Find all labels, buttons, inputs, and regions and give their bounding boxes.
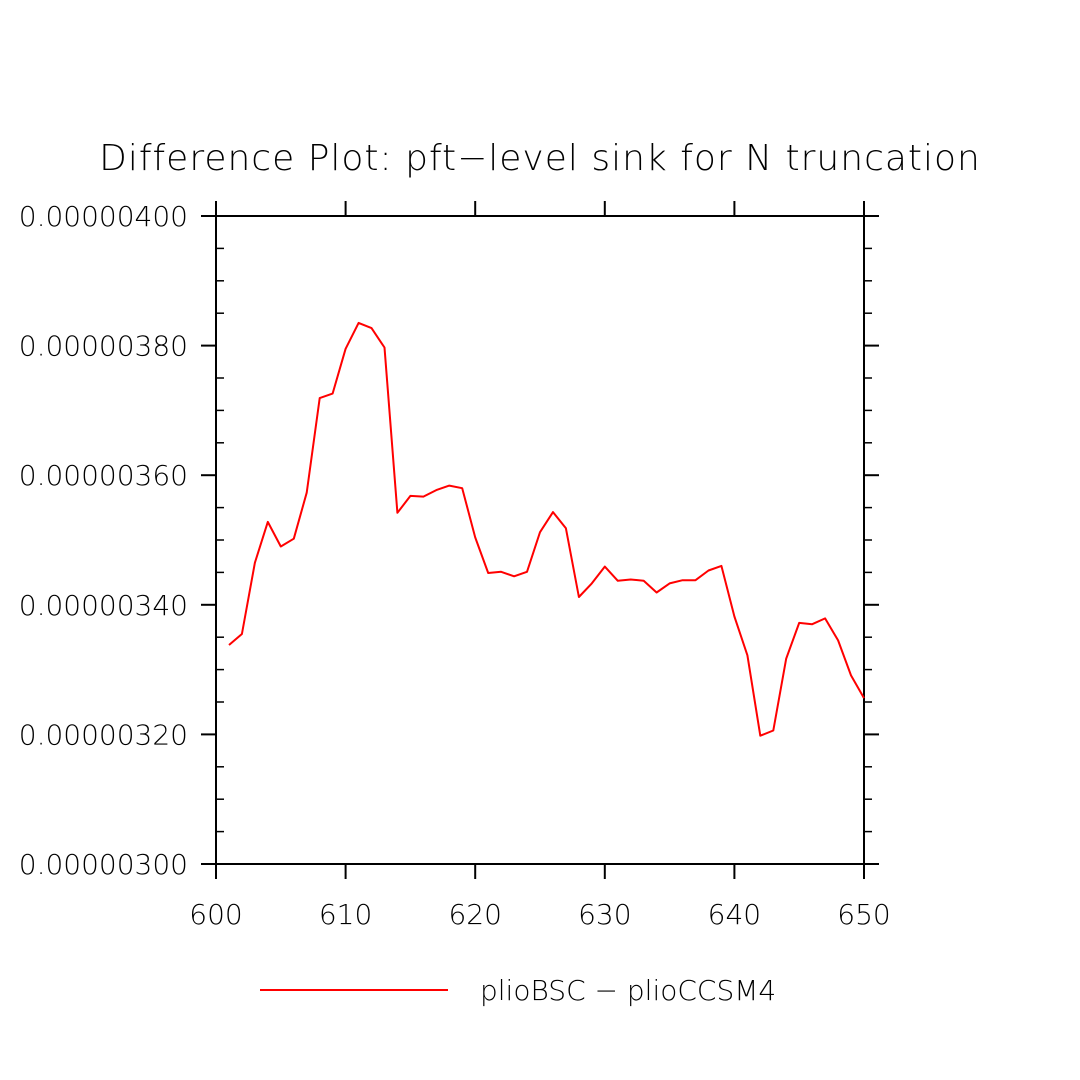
ticks — [201, 201, 879, 879]
x-tick-label: 620 — [448, 898, 501, 931]
tick-labels: 600 610 620 630 640 650 0.00000300 0.00000320 0.… — [19, 200, 891, 931]
y-tick-label: 0.00000380 — [19, 330, 188, 363]
legend-label: plioBSC − plioCCSM4 — [480, 974, 776, 1007]
chart-title: Difference Plot: pft−level sink for N tr… — [99, 138, 981, 179]
x-tick-label: 600 — [189, 898, 242, 931]
y-tick-label: 0.00000300 — [19, 848, 188, 881]
y-tick-label: 0.00000340 — [19, 589, 188, 622]
x-tick-label: 650 — [837, 898, 890, 931]
series-layer — [228, 321, 865, 737]
series-line — [228, 321, 865, 737]
y-tick-label: 0.00000400 — [19, 200, 188, 233]
plot-frame — [215, 215, 865, 865]
axes — [215, 215, 865, 865]
y-tick-label: 0.00000320 — [19, 718, 188, 751]
legend: plioBSC − plioCCSM4 — [260, 974, 776, 1007]
x-tick-label: 630 — [578, 898, 631, 931]
x-tick-label: 610 — [319, 898, 372, 931]
x-tick-label: 640 — [708, 898, 761, 931]
y-tick-label: 0.00000360 — [19, 459, 188, 492]
